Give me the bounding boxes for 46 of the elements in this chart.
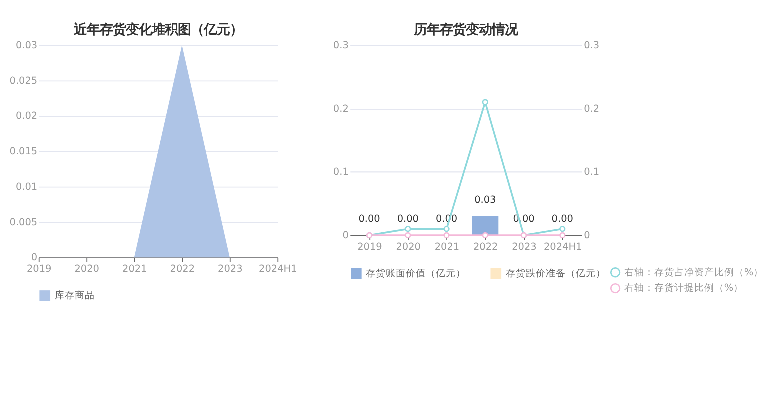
y2-tick-label: 0: [584, 230, 590, 242]
point: [444, 226, 450, 232]
y-tick-label: 0: [31, 252, 38, 264]
legend-label: 存货跌价准备（亿元）: [506, 268, 606, 280]
x-tick-label: 2019: [26, 264, 52, 276]
data-label: 0.00: [358, 214, 380, 226]
x-tick-label: 2021: [122, 264, 148, 276]
point: [560, 226, 566, 232]
y2-tick-label: 0.2: [584, 104, 600, 115]
y-tick-label: 0.3: [333, 40, 349, 52]
point: [482, 232, 488, 239]
y-tick-label: 0.025: [10, 76, 38, 87]
x-tick-label: 2021: [434, 242, 460, 254]
point: [560, 232, 566, 239]
y-tick-label: 0.01: [16, 182, 38, 193]
x-tick-label: 2020: [74, 264, 100, 276]
legend-label: 右轴：存货占净资产比例（%）: [624, 266, 764, 278]
legend-label: 库存商品: [54, 290, 95, 302]
x-tick-label: 2020: [396, 242, 421, 254]
y-tick-label: 0.2: [333, 104, 349, 115]
y2-tick-label: 0.3: [584, 40, 600, 52]
legend-label: 存货账面价值（亿元）: [366, 268, 466, 280]
y-tick-label: 0.1: [333, 167, 349, 178]
y-tick-label: 0.03: [16, 40, 38, 52]
x-tick-label: 2024H1: [544, 242, 582, 254]
x-tick-label: 2022: [170, 264, 195, 276]
y2-tick-label: 0.1: [584, 167, 600, 178]
point: [405, 232, 412, 239]
data-label: 0.00: [397, 214, 419, 226]
point: [405, 226, 412, 232]
x-tick-label: 2024H1: [259, 264, 298, 276]
chart-title: 近年存货变化堆积图（亿元）: [72, 22, 243, 38]
y-tick-label: 0: [342, 230, 349, 242]
data-label: 0.00: [552, 214, 574, 226]
chart-title: 历年存货变动情况: [413, 22, 520, 38]
point: [444, 232, 450, 239]
x-tick-label: 2022: [473, 242, 498, 254]
x-tick-label: 2023: [512, 242, 537, 254]
y-tick-label: 0.02: [16, 111, 38, 122]
legend-label: 右轴：存货计提比例（%）: [624, 282, 744, 294]
y-tick-label: 0.015: [10, 146, 38, 158]
point: [482, 99, 488, 106]
x-tick-label: 2023: [218, 264, 243, 276]
x-tick-label: 2019: [358, 242, 382, 254]
data-label: 0.03: [474, 195, 496, 206]
y-tick-label: 0.005: [10, 217, 38, 228]
